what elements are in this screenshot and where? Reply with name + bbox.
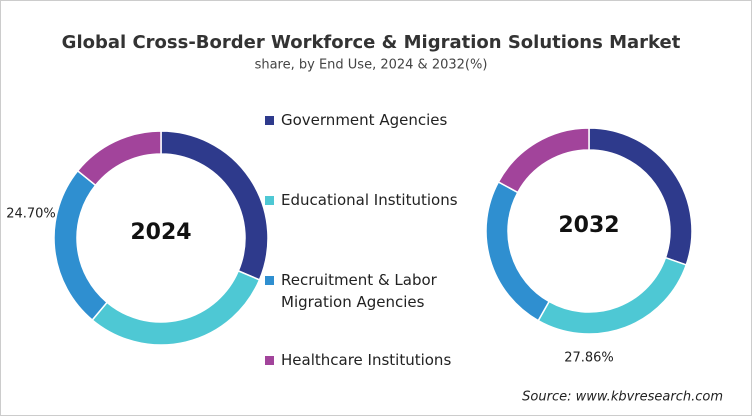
legend-swatch bbox=[265, 196, 274, 205]
legend-swatch bbox=[265, 356, 274, 365]
data-label: 27.86% bbox=[564, 351, 614, 366]
donut-segment bbox=[485, 180, 551, 322]
legend-label: Healthcare Institutions bbox=[281, 351, 452, 369]
legend-swatch bbox=[265, 276, 274, 285]
donut-segment bbox=[588, 127, 693, 266]
donut-segment bbox=[537, 256, 688, 335]
data-label: 24.70% bbox=[6, 207, 56, 222]
donut-segment bbox=[497, 127, 590, 194]
donut-segment bbox=[53, 169, 109, 322]
legend-swatch bbox=[265, 116, 274, 125]
donut-segment bbox=[160, 130, 269, 281]
legend-label: Educational Institutions bbox=[281, 191, 458, 209]
chart-subtitle: share, by End Use, 2024 & 2032(%) bbox=[255, 58, 488, 73]
donut-segment bbox=[76, 130, 162, 187]
legend-label: Recruitment & Labor Migration Agencies bbox=[281, 271, 437, 311]
legend-item: Recruitment & Labor Migration Agencies bbox=[265, 269, 471, 313]
donut-segment bbox=[91, 269, 261, 346]
legend-item: Healthcare Institutions bbox=[265, 349, 471, 371]
legend-item: Government Agencies bbox=[265, 109, 471, 131]
center-label: 2024 bbox=[130, 220, 191, 245]
chart-title: Global Cross-Border Workforce & Migratio… bbox=[62, 32, 681, 53]
legend-item: Educational Institutions bbox=[265, 189, 471, 211]
center-label: 2032 bbox=[558, 213, 619, 238]
source: Source: www.kbvresearch.com bbox=[522, 390, 723, 405]
legend-label: Government Agencies bbox=[281, 111, 448, 129]
